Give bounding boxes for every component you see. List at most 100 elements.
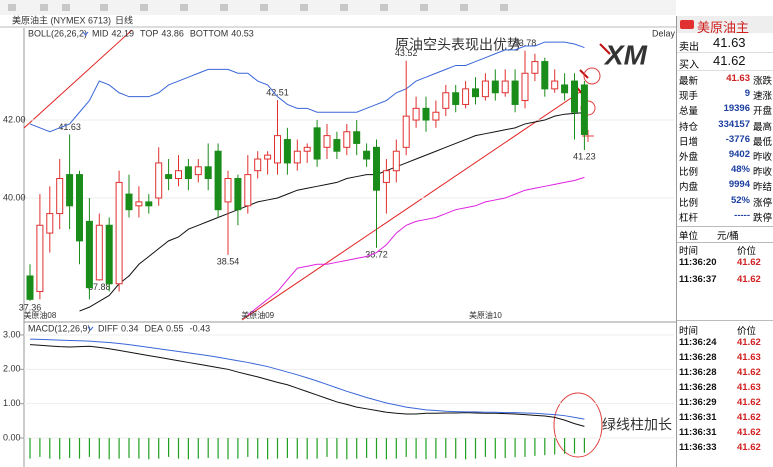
stat-label: 最新 (679, 76, 699, 87)
candle-body (571, 80, 578, 113)
low-label: 41.23 (573, 151, 596, 161)
stat-label: 内盘 (679, 182, 699, 194)
legend-value: 0.55 (166, 323, 184, 333)
stat-label: 昨结 (753, 182, 773, 194)
unit-label: 单位 (679, 231, 699, 242)
stat-value: ----- (734, 209, 750, 221)
dropdown-icon (87, 326, 94, 331)
panel-title: 美原油主 (697, 20, 750, 35)
stat-value: 9402 (728, 149, 750, 160)
rule (677, 242, 773, 243)
unit-value: 元/桶 (717, 231, 739, 242)
toolbar (0, 0, 676, 15)
candle-body (392, 150, 400, 172)
stat-value: 334157 (718, 118, 750, 130)
candle-body (333, 139, 341, 152)
stat-label: 比例 (679, 197, 699, 209)
candle-body (580, 84, 588, 135)
quote-label: 卖出 (679, 42, 699, 53)
candle-body (373, 146, 380, 191)
tick-time: 11:36:37 (679, 274, 717, 285)
candle-body (313, 127, 321, 160)
tick-time: 11:36:28 (679, 352, 717, 363)
candle-body (85, 220, 93, 289)
stat-value: 41.63 (726, 73, 750, 84)
candle-body (264, 154, 272, 160)
candle-body (551, 80, 559, 90)
stat-label: 最高 (753, 121, 773, 133)
y-tick-label: 42.00 (3, 114, 26, 124)
stat-label: 现手 (679, 91, 699, 103)
stat-label: 杠杆 (679, 212, 699, 224)
stat-label: 涨跌 (753, 76, 773, 87)
candle-body (511, 80, 519, 105)
tick-time: 11:36:28 (679, 382, 717, 393)
stat-label: 昨收 (753, 152, 773, 163)
extreme-labels: 41.63 42.51 43.52 43.78 37.36 37.88 38.5… (19, 38, 596, 312)
tick-price: 41.62 (737, 337, 761, 348)
candle-body (274, 135, 281, 164)
candle-body (462, 88, 470, 105)
macd-name: MACD(12,26,9) (28, 323, 91, 333)
candle-body (66, 174, 74, 207)
candle-body (412, 107, 420, 121)
quote-value: 41.62 (713, 53, 746, 68)
tick-price: 41.62 (737, 274, 761, 285)
stat-label: 比例 (679, 167, 699, 179)
stat-value: 9994 (728, 179, 750, 191)
stat-label: 昨收 (753, 167, 773, 179)
candle-body (293, 150, 301, 164)
stat-label: 开盘 (753, 106, 773, 118)
trend-lines (23, 29, 587, 321)
stat-label: 持仓 (679, 121, 699, 133)
high-label: 43.78 (514, 38, 537, 48)
y-tick-label: 40.00 (3, 192, 26, 202)
tick-price: 41.62 (737, 442, 761, 453)
tick-time: 11:36:20 (679, 257, 717, 268)
delay-label: Delay (652, 28, 676, 38)
legend-value: 42.19 (112, 28, 135, 38)
tick-time: 11:36:31 (679, 412, 717, 423)
candle-body (125, 193, 133, 211)
low-label: 37.36 (19, 302, 42, 312)
candle-body (402, 115, 410, 148)
candle-body (165, 174, 173, 180)
candle-body (76, 174, 83, 242)
candle-body (561, 84, 569, 94)
stat-label: 总量 (679, 106, 699, 118)
candle-body (303, 146, 311, 152)
quote-label: 买入 (679, 60, 699, 71)
candle-body (115, 181, 123, 285)
candle-body (382, 170, 390, 183)
y-tick-label: 3.00 (3, 329, 21, 339)
quote-panel: 美原油主 卖出 41.63 买入 41.62 最新 41.63 涨跌 现手 9 速涨 总量 19396 开… (676, 16, 773, 467)
legend-value: -0.43 (190, 323, 211, 333)
toolbar-icons (8, 4, 508, 11)
rule (677, 70, 773, 71)
legend-value: 0.34 (121, 323, 139, 333)
stat-label: 日增 (679, 136, 699, 148)
stat-value: -3776 (725, 133, 750, 145)
candle-body (95, 224, 103, 281)
price-plot (24, 41, 674, 316)
high-label: 42.51 (266, 88, 289, 98)
title-bar (677, 16, 773, 33)
stat-value: 48% (730, 164, 750, 176)
rule (677, 52, 773, 53)
indicator-line (29, 344, 585, 427)
stat-label: 最低 (753, 136, 773, 148)
candle-body (521, 72, 529, 102)
legend-name: TOP (140, 28, 158, 38)
dropdown-icon (82, 31, 89, 36)
indicator-name: BOLL(26,26,2) (28, 28, 87, 38)
candle-body (26, 275, 34, 300)
candle-body (244, 174, 252, 207)
stat-label: 涨停 (753, 197, 773, 209)
candle-body (105, 224, 113, 285)
candle-body (323, 135, 331, 148)
col-header: 时间 (679, 246, 699, 257)
candle-body (224, 178, 232, 203)
candle-body (422, 107, 430, 121)
candle-body (531, 61, 539, 74)
